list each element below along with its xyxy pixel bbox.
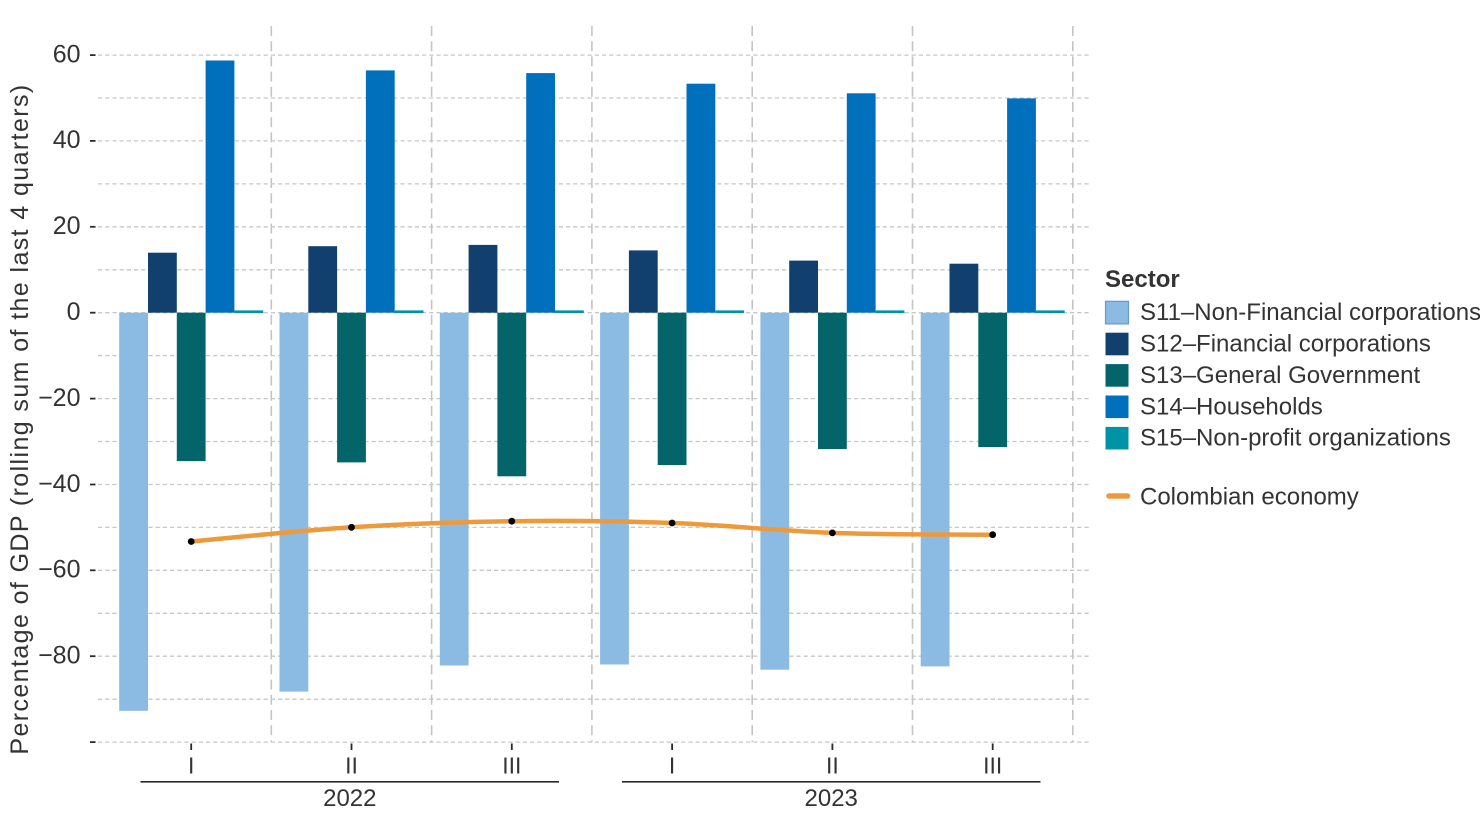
- svg-text:I: I: [188, 753, 194, 779]
- svg-text:I: I: [669, 753, 675, 779]
- svg-text:−60: −60: [38, 556, 80, 584]
- svg-text:−40: −40: [38, 470, 80, 498]
- svg-text:−80: −80: [38, 642, 80, 670]
- svg-text:S13–General Government: S13–General Government: [1140, 362, 1420, 389]
- svg-text:III: III: [502, 753, 521, 779]
- svg-text:Colombian economy: Colombian economy: [1140, 484, 1359, 511]
- svg-text:S11–Non-Financial corporations: S11–Non-Financial corporations: [1140, 299, 1480, 326]
- svg-text:−20: −20: [38, 384, 80, 412]
- svg-text:III: III: [983, 753, 1002, 779]
- svg-text:2023: 2023: [805, 785, 858, 812]
- svg-text:II: II: [345, 753, 358, 779]
- svg-text:S14–Households: S14–Households: [1140, 393, 1323, 420]
- svg-text:20: 20: [53, 212, 81, 240]
- svg-text:Sector: Sector: [1105, 266, 1180, 293]
- svg-text:II: II: [826, 753, 839, 779]
- svg-text:40: 40: [53, 126, 81, 154]
- svg-text:S12–Financial corporations: S12–Financial corporations: [1140, 331, 1431, 358]
- svg-text:Percentage of GDP (rolling sum: Percentage of GDP (rolling sum of the la…: [6, 83, 34, 754]
- svg-text:60: 60: [53, 40, 81, 68]
- svg-text:S15–Non-profit organizations: S15–Non-profit organizations: [1140, 425, 1451, 452]
- svg-text:2022: 2022: [323, 785, 376, 812]
- svg-text:0: 0: [67, 298, 81, 326]
